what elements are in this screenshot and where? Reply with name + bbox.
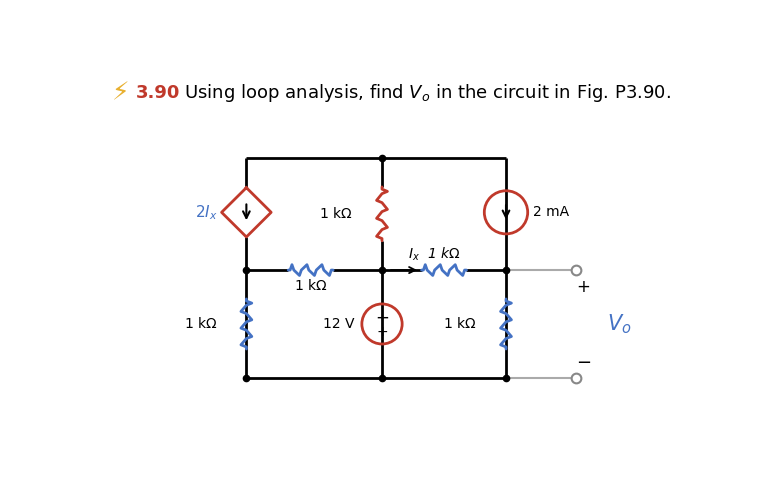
Text: 1 k$\Omega$: 1 k$\Omega$ bbox=[294, 278, 328, 293]
Text: ⚡: ⚡ bbox=[112, 81, 130, 105]
Text: 12 V: 12 V bbox=[323, 317, 355, 331]
Text: $+$: $+$ bbox=[376, 325, 388, 339]
Text: $-$: $-$ bbox=[375, 307, 389, 325]
Text: Using loop analysis, find $V_o$ in the circuit in Fig. P3.90.: Using loop analysis, find $V_o$ in the c… bbox=[173, 82, 671, 104]
Text: $V_o$: $V_o$ bbox=[607, 312, 631, 336]
Text: $2I_x$: $2I_x$ bbox=[195, 203, 217, 222]
Text: $+$: $+$ bbox=[576, 278, 591, 296]
Text: $-$: $-$ bbox=[576, 352, 591, 370]
Text: 1 k$\Omega$: 1 k$\Omega$ bbox=[319, 207, 353, 221]
Text: 1 k$\Omega$: 1 k$\Omega$ bbox=[184, 316, 217, 331]
Text: 2 mA: 2 mA bbox=[533, 205, 569, 219]
Text: $I_x$  1 k$\Omega$: $I_x$ 1 k$\Omega$ bbox=[408, 246, 461, 263]
Text: 3.90: 3.90 bbox=[136, 84, 180, 102]
Text: 1 k$\Omega$: 1 k$\Omega$ bbox=[443, 316, 476, 331]
